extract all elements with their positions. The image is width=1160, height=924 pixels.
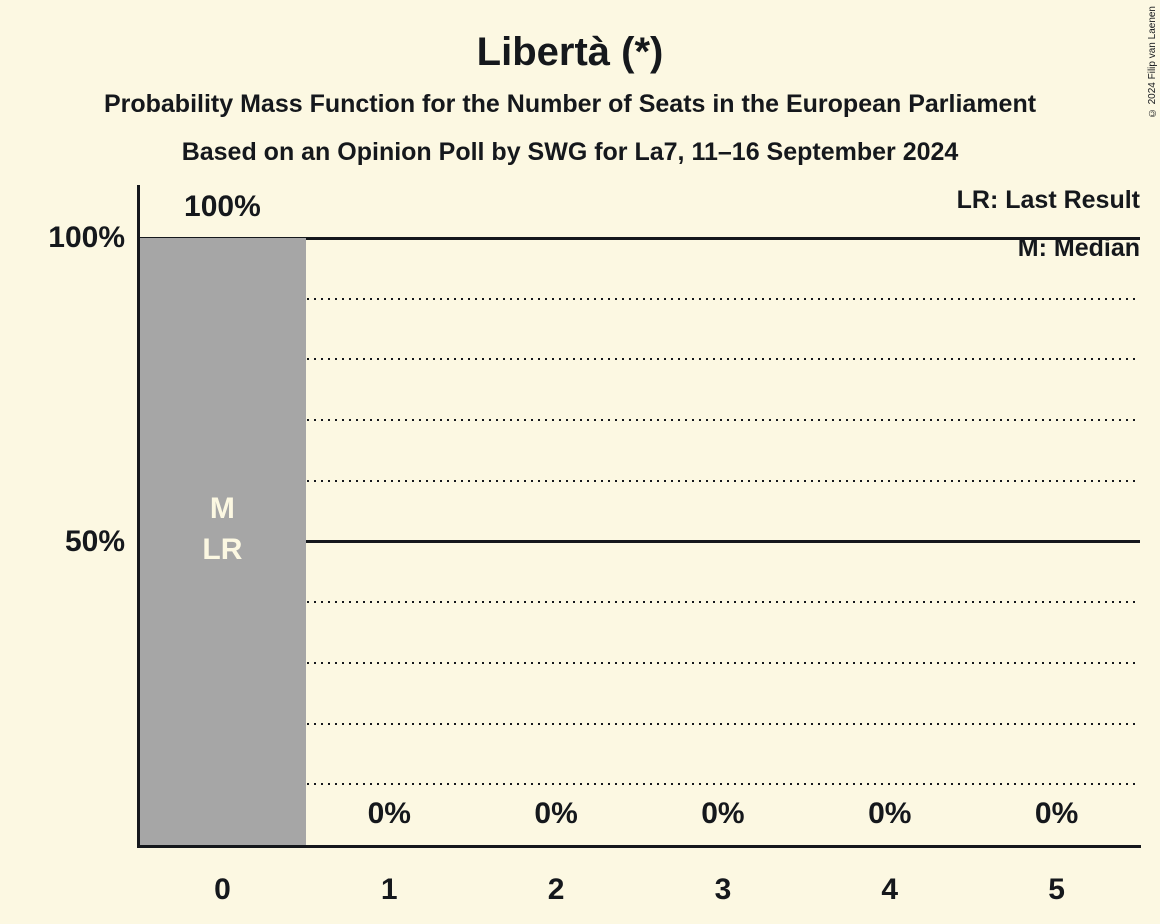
bar-value-label-3: 0% bbox=[701, 797, 745, 830]
x-tick-label-3: 3 bbox=[714, 873, 732, 906]
y-axis-line bbox=[137, 185, 140, 848]
legend-median: M: Median bbox=[1017, 234, 1140, 262]
bar-value-label-1: 0% bbox=[367, 797, 411, 830]
bar-annotation-median-lastresult: M LR bbox=[202, 492, 243, 566]
copyright-text: © 2024 Filip van Laenen bbox=[1147, 6, 1158, 119]
x-tick-label-0: 0 bbox=[214, 873, 231, 906]
x-tick-label-1: 1 bbox=[380, 873, 398, 906]
x-tick-label-4: 4 bbox=[881, 873, 899, 906]
chart-source-line: Based on an Opinion Poll by SWG for La7,… bbox=[181, 138, 959, 166]
gridline-dotted-30 bbox=[139, 661, 1140, 664]
gridline-solid-50 bbox=[139, 540, 1140, 543]
gridline-dotted-90 bbox=[139, 297, 1140, 300]
gridline-dotted-20 bbox=[139, 722, 1140, 725]
y-axis-label-100: 100% bbox=[48, 221, 125, 254]
plot-area: 100% 0% 0% 0% 0% 0% M LR bbox=[139, 185, 1140, 845]
gridline-solid-100 bbox=[139, 236, 1140, 240]
gridline-dotted-60 bbox=[139, 479, 1140, 482]
chart-subtitle: Probability Mass Function for the Number… bbox=[103, 90, 1037, 118]
bar-value-label-4: 0% bbox=[868, 797, 912, 830]
gridline-dotted-40 bbox=[139, 601, 1140, 604]
legend-last-result: LR: Last Result bbox=[956, 186, 1140, 214]
gridline-dotted-70 bbox=[139, 419, 1140, 422]
x-tick-label-2: 2 bbox=[547, 873, 565, 906]
x-tick-label-5: 5 bbox=[1048, 873, 1065, 906]
x-axis-line bbox=[137, 845, 1141, 848]
bar-value-label-0: 100% bbox=[184, 190, 261, 223]
bar-seats-0 bbox=[139, 238, 306, 845]
gridline-dotted-10 bbox=[139, 783, 1140, 786]
bar-value-label-5: 0% bbox=[1034, 797, 1079, 830]
y-axis-label-50: 50% bbox=[64, 524, 125, 558]
gridline-dotted-80 bbox=[139, 358, 1140, 361]
chart-title: Libertà (*) bbox=[476, 30, 664, 74]
bar-value-label-2: 0% bbox=[534, 797, 578, 830]
